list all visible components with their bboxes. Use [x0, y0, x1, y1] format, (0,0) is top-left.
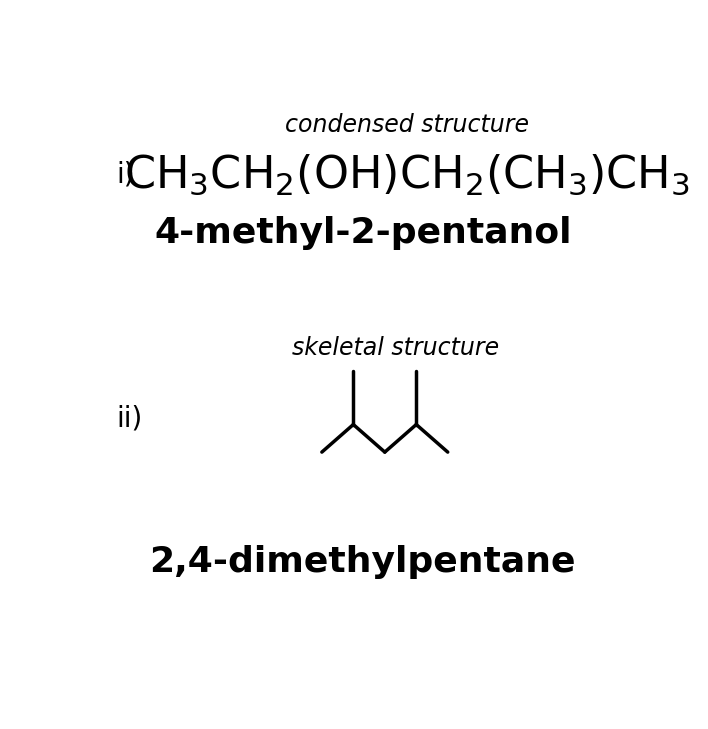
Text: $\mathsf{CH_3CH_2(OH)CH_2(CH_3)CH_3}$: $\mathsf{CH_3CH_2(OH)CH_2(CH_3)CH_3}$ [124, 152, 690, 197]
Text: 2,4-dimethylpentane: 2,4-dimethylpentane [149, 545, 576, 579]
Text: 4-methyl-2-pentanol: 4-methyl-2-pentanol [154, 217, 571, 251]
Text: condensed structure: condensed structure [285, 113, 529, 137]
Text: ii): ii) [116, 405, 142, 433]
Text: i): i) [116, 160, 135, 189]
Text: skeletal structure: skeletal structure [292, 337, 499, 361]
